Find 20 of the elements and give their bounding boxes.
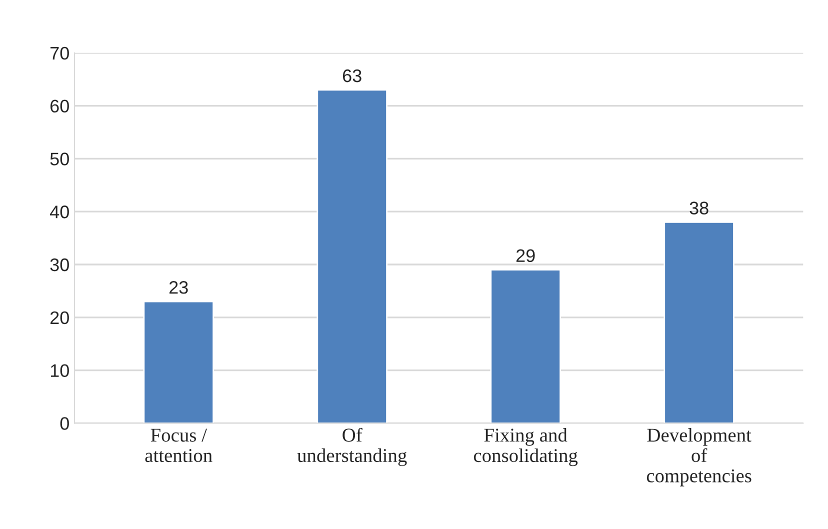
y-tick-label: 40 [50,206,69,218]
data-label: 29 [516,249,535,262]
bar [143,300,214,424]
y-tick-label: 60 [50,100,69,113]
y-tick-label: 30 [50,258,69,272]
y-tick-label: 20 [50,311,69,324]
y-tick-label: 0 [60,417,69,430]
y-tick-label: 10 [50,364,69,378]
x-tick-label: Fixing and consolidating [474,428,578,466]
bar [664,221,734,424]
y-tick-label: 50 [50,152,69,166]
x-tick-label: Development of competencies [646,428,752,486]
x-tick-label: Of understanding [297,428,407,466]
x-tick-label: Focus / attention [145,428,212,462]
bar [316,89,388,424]
bar [490,269,561,424]
y-tick-label: 70 [50,46,69,60]
data-label: 23 [169,281,188,294]
data-label: 63 [342,69,362,82]
data-label: 38 [690,202,708,214]
